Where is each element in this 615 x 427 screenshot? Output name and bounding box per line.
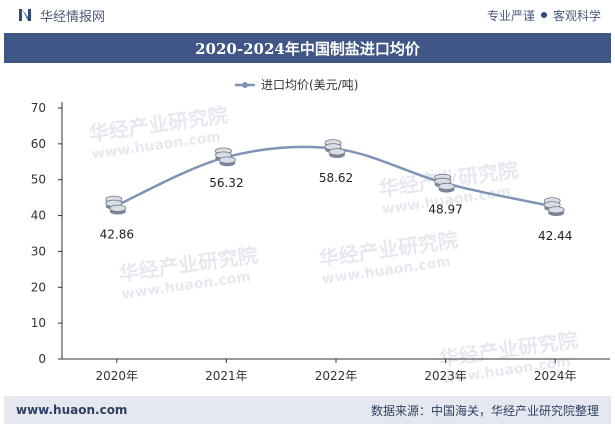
coin-stack-icon [547,206,565,214]
data-point [434,173,456,193]
footer: www.huaon.com 数据来源：中国海关，华经产业研究院整理 [4,396,611,424]
x-tick-label: 2023年 [424,369,467,383]
coin-stack-icon [218,156,236,164]
data-label: 58.62 [319,171,353,185]
legend-label: 进口均价(美元/吨) [261,78,358,92]
data-point [214,147,236,167]
brand-logo-icon [19,9,31,21]
data-point [324,139,346,159]
y-tick-label: 50 [31,173,46,187]
coin-stack-icon [438,182,456,191]
y-tick-label: 70 [31,101,46,115]
y-tick-label: 60 [31,137,46,151]
coin-stack-icon [328,148,346,156]
data-label: 56.32 [209,176,243,190]
legend: 进口均价(美元/吨) [235,78,358,92]
data-point [105,195,127,215]
data-label: 42.86 [100,227,134,241]
coin-stack-icon [109,204,127,212]
tagline: 专业严谨 客观科学 [487,7,601,24]
chart-title: 2020-2024年中国制盐进口均价 [4,33,611,63]
brand-name: 华经情报网 [40,9,106,25]
legend-marker [242,82,248,88]
y-tick-label: 10 [31,316,46,330]
axes: 0 10 20 30 40 50 60 70 2020年 2021年 2022年 2023年 2024年 [31,101,610,383]
x-tick-label: 2022年 [315,369,358,383]
data-label: 48.97 [428,202,462,216]
footer-source: 数据来源：中国海关，华经产业研究院整理 [370,403,599,418]
y-tick-label: 20 [31,280,46,294]
y-tick-label: 30 [31,244,46,258]
tagline-2: 客观科学 [552,8,601,23]
x-tick-label: 2020年 [96,369,139,383]
top-bar: 华经情报网 专业严谨 客观科学 [0,0,615,30]
y-tick-label: 40 [31,209,46,223]
y-tick-label: 0 [38,352,46,366]
bullet-dot-icon [540,12,547,18]
data-point [543,197,565,217]
series-layer: 42.86 56.32 58.62 48.97 42.44 [100,139,572,243]
tagline-1: 专业严谨 [486,8,535,23]
x-tick-label: 2024年 [534,369,577,383]
x-tick-label: 2021年 [205,369,248,383]
brand: 华经情报网 [18,6,105,25]
footer-site: www.huaon.com [16,403,128,417]
data-label: 42.44 [538,229,572,243]
